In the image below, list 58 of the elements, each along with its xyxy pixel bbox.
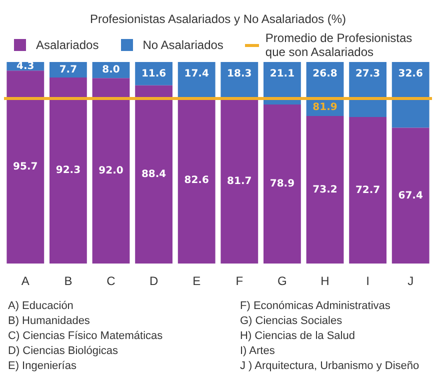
x-tick-label: D xyxy=(149,274,158,288)
data-label: 92.0 xyxy=(98,165,124,176)
bar xyxy=(263,104,301,264)
data-label: 72.7 xyxy=(355,184,380,196)
legend-label: Asalariados xyxy=(36,38,99,52)
text: H) Ciencias de la Salud xyxy=(240,330,356,344)
data-label: 32.6 xyxy=(398,68,423,80)
text: C) Ciencias Físico Matemáticas xyxy=(8,330,164,344)
annotation: 81.9 xyxy=(312,102,338,114)
data-label: 78.9 xyxy=(270,178,295,190)
x-tick-label: B xyxy=(64,274,72,288)
data-label: 88.4 xyxy=(141,169,166,180)
text: I) Artes xyxy=(240,345,276,359)
x-tick-label: A xyxy=(21,274,30,288)
data-label: 73.2 xyxy=(312,184,338,196)
bar xyxy=(49,78,87,264)
data-label: 95.7 xyxy=(13,162,38,173)
bar xyxy=(220,98,258,264)
bar xyxy=(349,62,387,118)
data-label: 18.3 xyxy=(227,68,252,80)
data-label: 21.1 xyxy=(270,68,295,80)
data-label: 17.4 xyxy=(184,68,209,80)
x-tick-label: F xyxy=(236,274,244,288)
chart-title: Profesionistas Asalariados y No Asalariados (%) xyxy=(88,11,348,28)
bar xyxy=(392,128,430,264)
x-tick-label: G xyxy=(278,274,287,288)
bar xyxy=(92,78,130,264)
text: E) Ingenierías xyxy=(8,360,78,374)
x-tick-label: J xyxy=(408,274,414,288)
bar xyxy=(178,62,216,98)
text: B) Humanidades xyxy=(8,315,91,329)
text: J ) Arquitectura, Urbanismo y Diseño xyxy=(240,360,420,374)
text: D) Ciencias Biológicas xyxy=(8,345,120,359)
data-label: 92.3 xyxy=(56,165,81,176)
data-label: 8.0 xyxy=(102,64,120,76)
text: A) Educación xyxy=(8,300,74,314)
legend-label: Promedio de Profesionistas que son Asalariados xyxy=(265,31,414,59)
x-tick-label: C xyxy=(106,274,116,288)
data-label: 11.6 xyxy=(141,68,166,80)
x-tick-label: I xyxy=(366,274,370,288)
bar xyxy=(135,85,173,264)
x-tick-label: E xyxy=(192,274,201,288)
data-label: 7.7 xyxy=(59,64,78,76)
bar xyxy=(392,62,430,128)
data-label: 26.8 xyxy=(312,68,338,80)
data-label: 67.4 xyxy=(398,190,423,202)
data-label: 81.7 xyxy=(227,176,252,187)
bar xyxy=(306,116,344,264)
bar xyxy=(135,62,173,86)
bar xyxy=(49,62,87,78)
text: G) Ciencias Sociales xyxy=(240,315,344,329)
legend-label: No Asalariados xyxy=(142,38,224,52)
text: F) Económicas Administrativas xyxy=(240,300,392,314)
bar xyxy=(349,117,387,264)
data-label: 82.6 xyxy=(184,174,209,186)
data-label: 27.3 xyxy=(355,68,380,80)
bar xyxy=(6,70,44,264)
x-tick-label: H xyxy=(320,274,330,288)
